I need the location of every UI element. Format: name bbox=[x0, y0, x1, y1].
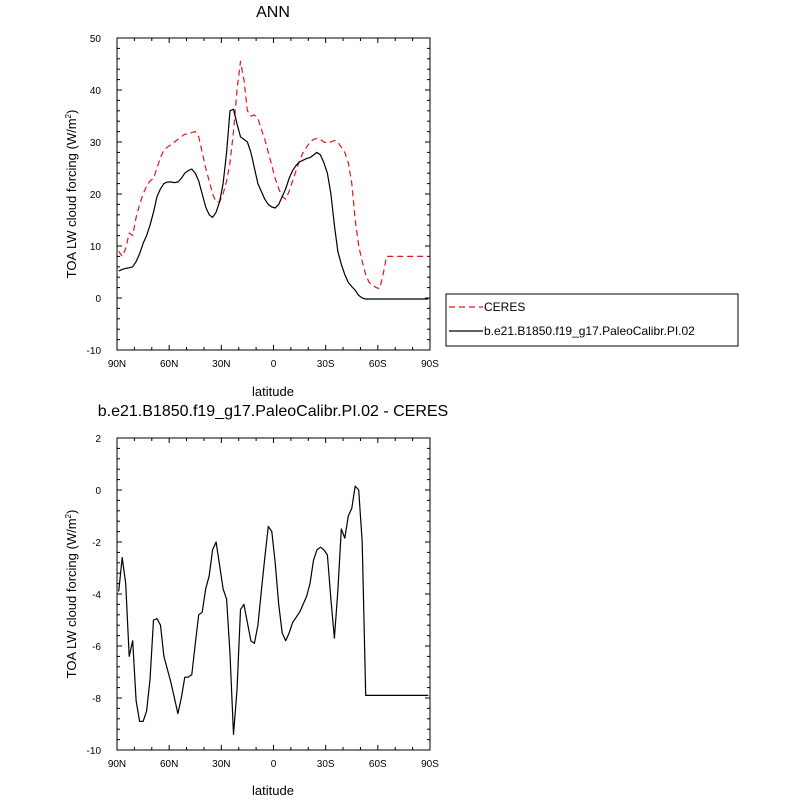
top-series-group bbox=[118, 60, 429, 300]
top-series-line-1 bbox=[118, 108, 429, 300]
bottom-x-tick-label: 30S bbox=[317, 759, 335, 770]
top-ylabel: TOA LW cloud forcing (W/m2) bbox=[64, 110, 79, 279]
bottom-y-tick-label: -2 bbox=[92, 538, 101, 549]
top-y-tick-label: -10 bbox=[87, 346, 102, 357]
bottom-x-tick-label: 60N bbox=[160, 759, 178, 770]
top-x-tick-label: 90N bbox=[108, 359, 126, 370]
bottom-y-tick-label: 2 bbox=[95, 434, 101, 445]
bottom-title: b.e21.B1850.f19_g17.PaleoCalibr.PI.02 - … bbox=[98, 403, 448, 420]
top-plot-frame bbox=[116, 37, 431, 351]
top-y-tick-label: 50 bbox=[90, 34, 102, 45]
top-title: ANN bbox=[256, 4, 290, 21]
bottom-y-tick-label: -10 bbox=[87, 746, 102, 757]
top-y-tick-label: 10 bbox=[90, 242, 102, 253]
top-x-tick-label: 0 bbox=[271, 359, 277, 370]
top-panel: ANN 90N 60N 30N 0 30S 60S 90S -10 0 10 20 30 40 50 la… bbox=[64, 4, 739, 399]
bottom-ticks: 90N 60N 30N 0 30S 60S 90S -10 -8 -6 -4 -2 0 2 bbox=[87, 434, 440, 770]
bottom-series-line-0 bbox=[118, 485, 429, 736]
legend: CERES b.e21.B1850.f19_g17.PaleoCalibr.PI… bbox=[445, 293, 739, 347]
top-y-tick-label: 40 bbox=[90, 86, 102, 97]
top-x-tick-label: 90S bbox=[421, 359, 439, 370]
bottom-x-tick-label: 30N bbox=[212, 759, 230, 770]
top-ticks: 90N 60N 30N 0 30S 60S 90S -10 0 10 20 30 40 50 bbox=[87, 34, 440, 370]
bottom-y-tick-label: -6 bbox=[92, 642, 101, 653]
bottom-y-tick-label: 0 bbox=[95, 486, 101, 497]
bottom-panel: b.e21.B1850.f19_g17.PaleoCalibr.PI.02 - … bbox=[64, 403, 448, 798]
top-x-tick-label: 30S bbox=[317, 359, 335, 370]
top-x-tick-label: 30N bbox=[212, 359, 230, 370]
bottom-x-tick-label: 90S bbox=[421, 759, 439, 770]
top-y-tick-label: 30 bbox=[90, 138, 102, 149]
bottom-xlabel: latitude bbox=[252, 783, 294, 798]
bottom-y-tick-label: -4 bbox=[92, 590, 101, 601]
top-xlabel: latitude bbox=[252, 384, 294, 399]
legend-box bbox=[445, 293, 739, 347]
top-y-tick-label: 20 bbox=[90, 190, 102, 201]
bottom-x-tick-label: 0 bbox=[271, 759, 277, 770]
bottom-plot-frame bbox=[116, 437, 431, 751]
bottom-ylabel: TOA LW cloud forcing (W/m2) bbox=[64, 510, 79, 679]
bottom-x-tick-label: 60S bbox=[369, 759, 387, 770]
top-y-tick-label: 0 bbox=[95, 294, 101, 305]
legend-label-ceres: CERES bbox=[484, 300, 525, 314]
top-x-tick-label: 60S bbox=[369, 359, 387, 370]
bottom-x-tick-label: 90N bbox=[108, 759, 126, 770]
top-series-line-0 bbox=[118, 60, 429, 290]
top-x-tick-label: 60N bbox=[160, 359, 178, 370]
bottom-series-group bbox=[118, 485, 429, 736]
bottom-y-tick-label: -8 bbox=[92, 694, 101, 705]
legend-label-model: b.e21.B1850.f19_g17.PaleoCalibr.PI.02 bbox=[484, 324, 695, 338]
